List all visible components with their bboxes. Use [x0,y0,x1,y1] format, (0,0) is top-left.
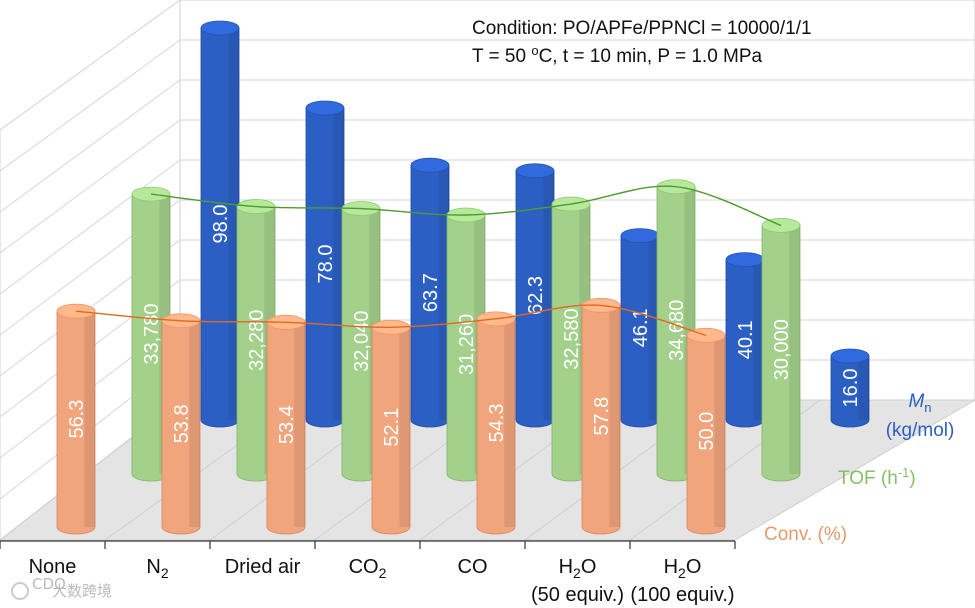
bar-mn-1: 78.0 [305,100,345,428]
value-label-mn-2: 63.7 [420,273,442,312]
bar-mn-2: 63.7 [410,157,450,428]
category-label-2: Dried air [225,556,301,578]
series-legend: Mn (kg/mol) TOF (h-1) Conv. (%) [764,391,954,545]
x-axis: None N2 Dried air CO2 CO H2O (50 equiv.) H2O (10… [0,540,736,606]
bar-mn-5: 40.1 [725,252,765,428]
value-label-mn-3: 62.3 [525,276,547,315]
value-label-conv-0: 56.3 [66,400,88,439]
trend-lines [75,185,782,337]
series-label-mn-unit: (kg/mol) [886,420,955,441]
series-label-mn: Mn [908,391,931,415]
watermark: CDO 大数跨境 [11,575,112,600]
bar-conv-0: 56.3 [56,303,96,535]
category-label-6-line2: (100 equiv.) [630,584,734,606]
watermark-text: 大数跨境 [52,582,112,600]
category-label-5-line2: (50 equiv.) [531,584,624,606]
gridline-left [0,119,181,254]
bar-conv-6: 50.0 [686,327,726,535]
watermark-symbol: CDO [32,575,66,593]
category-label-6: H2O [664,556,702,581]
trend-line-conv [75,304,707,337]
bar-mn-0: 98.0 [200,20,240,428]
category-label-0: None [29,556,77,578]
value-label-tof-3: 31,260 [456,314,478,375]
bar-mn-4: 46.1 [620,228,660,428]
gridline-left [0,159,181,295]
category-label-4: CO [458,556,488,578]
watermark-logo-icon [11,582,29,600]
condition-line-1: Condition: PO/APFe/PPNCl = 10000/1/1 [472,18,812,39]
value-label-tof-1: 32,280 [246,310,268,371]
category-label-5: H2O [559,556,597,581]
value-label-tof-2: 32,040 [351,311,373,372]
bar-conv-4: 54.3 [476,311,516,535]
value-label-conv-6: 50.0 [696,412,718,451]
condition-annotation: Condition: PO/APFe/PPNCl = 10000/1/1 T =… [472,18,812,67]
bar-mn-6: 16.0 [830,348,870,428]
category-label-3: CO2 [349,556,387,581]
trend-line-tof [150,185,782,227]
value-label-mn-0: 98.0 [210,205,232,244]
bar-mn-3: 62.3 [515,163,555,428]
value-label-mn-5: 40.1 [735,320,757,359]
value-label-conv-3: 52.1 [381,408,403,447]
bars-layer: 98.0 78.0 63.7 62.3 46.1 40.1 16.0 33,780 32,280… [56,20,870,535]
bar-tof-6: 30,000 [761,218,801,482]
bar-conv-3: 52.1 [371,319,411,535]
value-label-mn-1: 78.0 [315,245,337,284]
value-label-mn-6: 16.0 [840,369,862,408]
gridline-left [0,39,181,172]
value-label-tof-5: 34,680 [666,300,688,361]
bar-conv-5: 57.8 [581,298,621,535]
gridline-left [0,79,181,213]
value-label-tof-0: 33,780 [141,303,163,364]
condition-line-2: T = 50 oC, t = 10 min, P = 1.0 MPa [472,43,763,67]
value-label-mn-4: 46.1 [630,308,652,347]
category-label-1: N2 [146,556,168,581]
value-label-tof-6: 30,000 [771,319,793,380]
bar-conv-2: 53.4 [266,314,306,535]
value-label-conv-1: 53.8 [171,404,193,443]
value-label-tof-4: 32,580 [561,308,583,369]
series-label-conv: Conv. (%) [764,524,847,545]
value-label-conv-2: 53.4 [276,405,298,444]
value-label-conv-4: 54.3 [486,403,508,442]
series-label-tof: TOF (h-1) [838,465,916,489]
value-label-conv-5: 57.8 [591,397,613,436]
bar-conv-1: 53.8 [161,313,201,535]
